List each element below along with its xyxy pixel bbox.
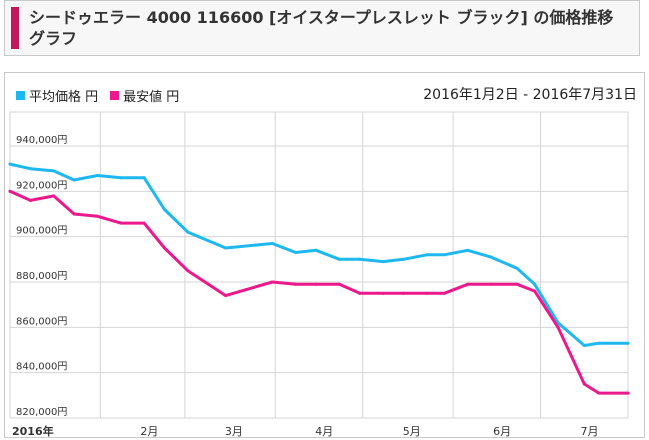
data-point-lowest [533,289,537,293]
y-tick-label: 880,000円 [16,271,67,282]
y-tick-label: 860,000円 [16,316,67,327]
page-title: シードゥエラー 4000 116600 [オイスタープレスレット ブラック] の… [29,8,614,48]
plot-area [9,111,629,419]
data-point-average [28,167,32,171]
data-point-lowest [72,212,76,216]
data-point-lowest [142,221,146,225]
date-range: 2016年1月2日 - 2016年7月31日 [423,87,637,103]
data-point-average [142,176,146,180]
title-accent-bar [11,7,19,49]
data-point-average [270,241,274,245]
data-point-average [8,162,12,166]
x-tick-label: 3月 [225,425,243,438]
data-point-average [72,178,76,182]
x-tick-label: 2月 [140,425,158,438]
data-point-lowest [515,282,519,286]
data-point-lowest [381,291,385,295]
data-point-average [381,260,385,264]
data-point-average [402,257,406,261]
data-point-lowest [28,198,32,202]
x-tick-label: 7月 [581,425,599,438]
data-point-average [95,173,99,177]
data-point-lowest [119,221,123,225]
data-point-average [119,176,123,180]
y-tick-label: 900,000円 [16,226,67,237]
data-point-average [425,253,429,257]
data-point-average [626,341,630,345]
data-point-average [582,343,586,347]
data-point-average [358,257,362,261]
data-point-lowest [224,294,228,298]
chart-legend: 平均価格 円 最安値 円 [16,86,191,105]
title-panel: シードゥエラー 4000 116600 [オイスタープレスレット ブラック] の… [4,0,640,56]
data-point-lowest [425,291,429,295]
data-point-average [294,251,298,255]
y-tick-label: 920,000円 [16,180,67,191]
data-point-average [186,230,190,234]
data-point-average [442,253,446,257]
data-point-lowest [95,214,99,218]
data-point-lowest [556,325,560,329]
legend-label-lowest: 最安値 円 [123,90,180,105]
y-tick-label: 940,000円 [16,135,67,146]
y-tick-label: 820,000円 [16,407,67,418]
data-point-lowest [582,382,586,386]
data-point-average [597,341,601,345]
data-point-average [163,207,166,211]
x-tick-label: 4月 [315,425,333,438]
y-tick-label: 840,000円 [16,362,67,373]
legend-item-lowest[interactable]: 最安値 円 [110,86,179,105]
legend-item-average[interactable]: 平均価格 円 [16,86,98,105]
data-point-average [337,257,341,261]
x-tick-label: 6月 [493,425,511,438]
data-point-lowest [163,246,166,250]
data-point-lowest [626,391,630,395]
x-tick-label: 5月 [403,425,421,438]
data-point-average [52,169,56,173]
data-point-lowest [466,282,470,286]
data-point-average [515,266,519,270]
data-point-average [224,246,228,250]
data-point-lowest [337,282,341,286]
data-point-lowest [442,291,446,295]
data-point-lowest [402,291,406,295]
data-point-average [489,255,493,259]
data-point-average [533,282,537,286]
data-point-lowest [8,189,12,193]
data-point-lowest [489,282,493,286]
legend-swatch-average [16,91,25,100]
data-point-lowest [294,282,298,286]
data-point-lowest [270,280,274,284]
data-point-lowest [597,391,601,395]
data-point-lowest [314,282,318,286]
data-point-average [466,248,470,252]
data-point-lowest [52,194,56,198]
data-point-lowest [358,291,362,295]
data-point-average [314,248,318,252]
legend-swatch-lowest [110,91,120,100]
legend-label-average: 平均価格 円 [29,90,99,105]
x-tick-label: 2016年 [12,424,54,438]
data-point-lowest [186,269,190,273]
